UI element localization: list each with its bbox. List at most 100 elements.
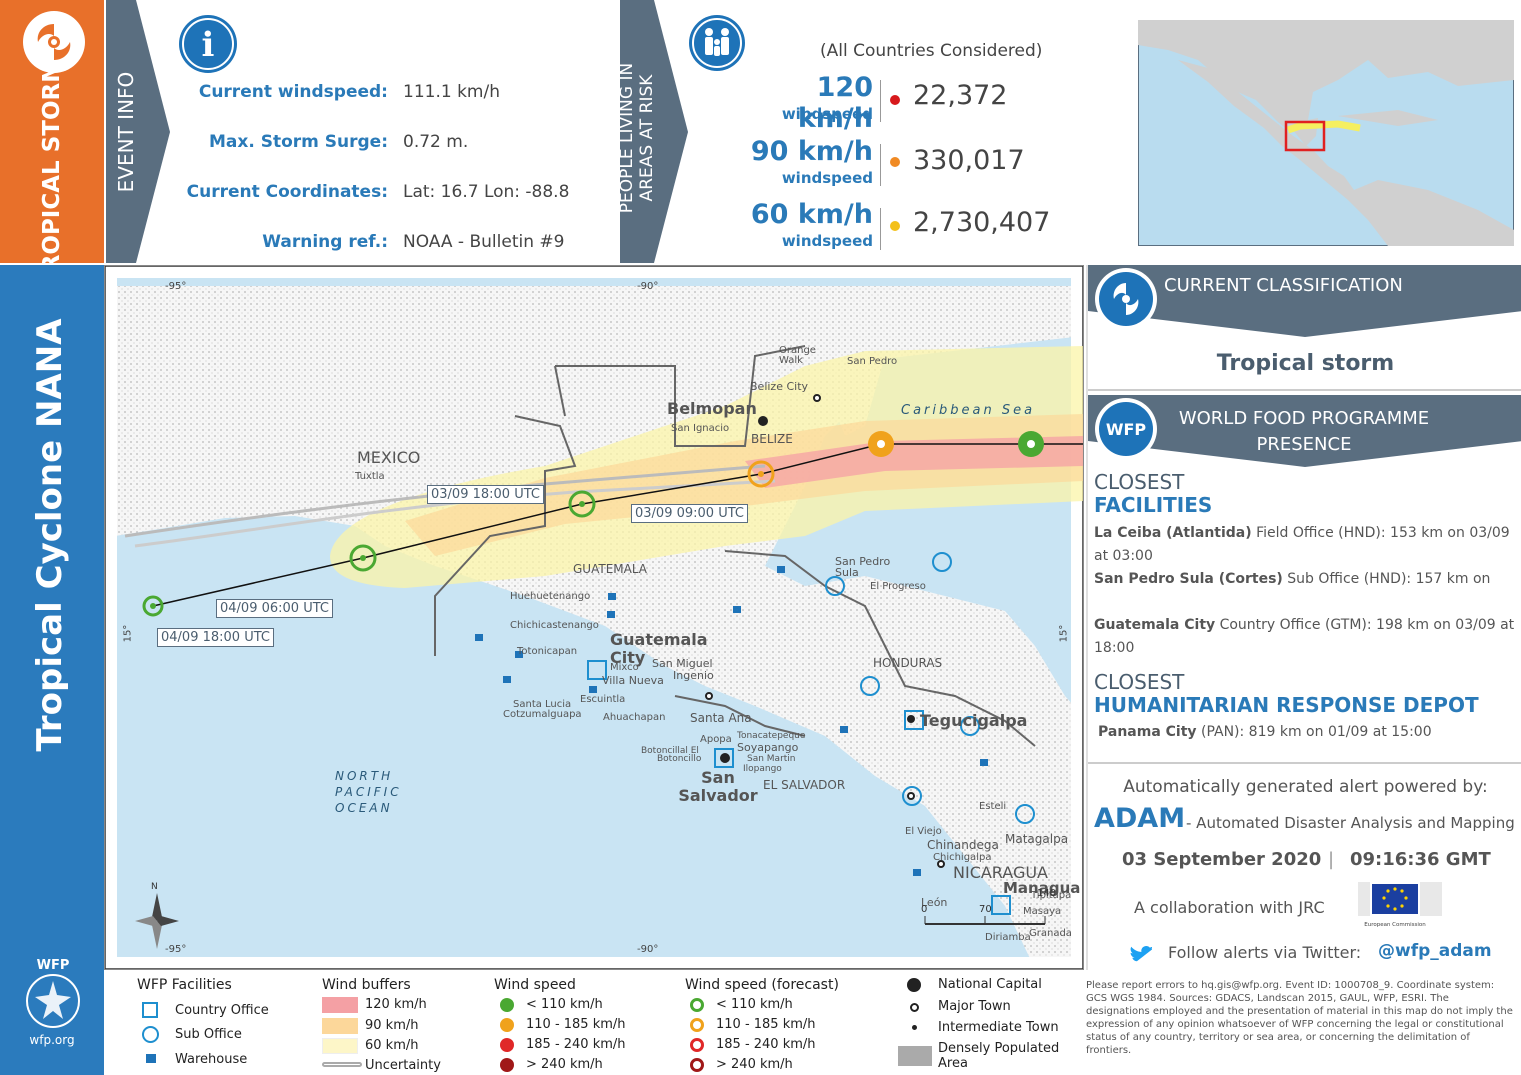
storm-type-text: TROPICAL STORM [39, 59, 65, 288]
track-marker-past [1018, 431, 1044, 457]
town-ingenio: Ingenio [673, 669, 714, 682]
densely-populated-swatch [898, 1046, 932, 1066]
risk-sub-90: windspeed [781, 169, 873, 187]
track-label-0406: 04/09 06:00 UTC [216, 599, 333, 618]
legend-forecast-2: 110 - 185 km/h [716, 1017, 816, 1032]
risk-sub-60: windspeed [781, 232, 873, 250]
lon-label-bottom-2: -90° [637, 944, 659, 955]
side-title: Tropical Cyclone NANA [30, 318, 70, 752]
depot-label: HUMANITARIAN RESPONSE DEPOT [1094, 693, 1479, 717]
town-cotzumalguapa: Cotzumalguapa [503, 709, 582, 720]
powered-label: Automatically generated alert powered by… [1123, 777, 1488, 797]
legend-forecast-title: Wind speed (forecast) [685, 977, 839, 993]
event-info-banner [106, 0, 170, 263]
legend-warehouse: Warehouse [175, 1052, 248, 1067]
scale-label-140: 140 [1037, 888, 1057, 899]
risk-dot-120 [890, 95, 900, 105]
town-totonicapan: Totonicapan [517, 646, 578, 657]
lat-label-left: 15° [122, 624, 134, 643]
twitter-handle[interactable]: @wfp_adam [1378, 941, 1492, 961]
town-matagalpa: Matagalpa [1005, 832, 1069, 846]
legend-densely-populated: Densely Populated Area [938, 1041, 1060, 1071]
adam-title: ADAM [1094, 803, 1186, 834]
legend-speed-3: 185 - 240 km/h [526, 1037, 626, 1052]
closest-label: CLOSEST [1094, 470, 1185, 494]
town-san-ignacio: San Ignacio [671, 423, 730, 434]
facility-2: San Pedro Sula (Cortes) Sub Office (HND)… [1094, 571, 1491, 587]
country-honduras: HONDURAS [873, 656, 943, 670]
right-panel: CURRENT CLASSIFICATION Tropical storm WF… [1086, 265, 1521, 970]
speed-low-icon [500, 998, 514, 1012]
town-ahuachapan: Ahuachapan [603, 712, 666, 723]
town-chichicastenango: Chichicastenango [510, 620, 599, 631]
buffer-120-swatch [322, 997, 358, 1013]
facility-1: La Ceiba (Atlantida) Field Office (HND):… [1094, 525, 1510, 564]
coordinates-value: Lat: 16.7 Lon: -88.8 [403, 182, 570, 202]
town-el-progreso: El Progreso [870, 581, 926, 592]
town-apopa: Apopa [700, 734, 732, 745]
buffer-90-swatch [322, 1018, 358, 1034]
town-santa-ana: Santa Ana [690, 711, 752, 725]
ec-flag-icon: European Commission [1352, 878, 1450, 936]
town-tuxtla: Tuxtla [355, 471, 385, 482]
risk-dot-60 [890, 221, 900, 231]
storm-track [152, 443, 1083, 607]
wfp-badge-text: WFP [37, 958, 70, 973]
intermediate-town-icon [912, 1025, 917, 1030]
track-marker-forecast-3 [349, 544, 377, 572]
lat-label-right: 15° [1058, 624, 1070, 643]
town-leon: León [921, 896, 948, 909]
storm-type-box: TROPICAL STORM [0, 0, 104, 288]
twitter-icon [1130, 946, 1152, 962]
capital-tegucigalpa: Tegucigalpa [920, 711, 1028, 730]
forecast-extreme-icon [690, 1058, 704, 1072]
classification-heading: CURRENT CLASSIFICATION [1164, 275, 1403, 296]
follow-label: Follow alerts via Twitter: [1168, 943, 1362, 962]
track-marker-current [868, 431, 894, 457]
capital-managua: Managua [1003, 879, 1081, 897]
svg-text:European Commission: European Commission [1364, 922, 1426, 928]
risk-dot-90 [890, 157, 900, 167]
windspeed-label: Current windspeed: [198, 82, 388, 102]
town-belize-city: Belize City [750, 380, 809, 393]
town-villa-nueva: Villa Nueva [602, 674, 664, 687]
capital-guatemala-city: Guatemala City [610, 630, 708, 667]
track-label-0318: 03/09 18:00 UTC [427, 485, 544, 504]
adam-subtitle: - Automated Disaster Analysis and Mappin… [1186, 814, 1515, 832]
legend-intermediate-town: Intermediate Town [938, 1020, 1059, 1035]
legend-speed-2: 110 - 185 km/h [526, 1017, 626, 1032]
track-label-0309: 03/09 09:00 UTC [631, 504, 748, 523]
legend-forecast-4: > 240 km/h [716, 1057, 793, 1072]
uncertainty-swatch [322, 1062, 362, 1067]
risk-speed-90: 90 km/h [750, 136, 873, 167]
alert-time: 09:16:36 GMT [1350, 849, 1491, 870]
north-arrow [135, 893, 179, 949]
town-chichigalpa: Chichigalpa [933, 852, 992, 863]
speed-high-icon [500, 1038, 514, 1052]
risk-value-120: 22,372 [913, 80, 1008, 111]
info-icon: i [179, 15, 237, 73]
facility-3: Guatemala City Country Office (GTM): 198… [1094, 617, 1515, 656]
national-capital-icon [907, 978, 921, 992]
main-map[interactable]: -95° -90° -95° -90° 15° 15° MEXICO GUATE… [104, 265, 1084, 970]
risk-value-90: 330,017 [913, 145, 1025, 176]
legend-buffer-60: 60 km/h [365, 1038, 419, 1053]
town-ilopango: Ilopango [743, 764, 782, 774]
risk-speed-120: 120 km/h [797, 72, 873, 134]
buffer-60-swatch [322, 1038, 358, 1054]
country-belize: BELIZE [751, 432, 793, 446]
legend-speed-4: > 240 km/h [526, 1057, 603, 1072]
risk-sub-120: windspeed [781, 105, 873, 123]
town-orange-walk: Orange Walk [779, 345, 816, 366]
country-el-salvador: EL SALVADOR [763, 778, 846, 792]
town-san-pedro-sula: San Pedro Sula [835, 555, 891, 579]
warning-label: Warning ref.: [262, 232, 388, 252]
risk-value-60: 2,730,407 [913, 207, 1051, 238]
scale-label-70: 70 [979, 904, 992, 915]
town-san-martin: San Martin [747, 754, 796, 764]
classification-value: Tropical storm [1216, 351, 1395, 376]
track-marker-forecast-4 [142, 595, 164, 617]
lon-label-top-2: -90° [637, 281, 659, 292]
alert-date: 03 September 2020 [1122, 849, 1322, 870]
town-granada: Granada [1029, 928, 1072, 939]
